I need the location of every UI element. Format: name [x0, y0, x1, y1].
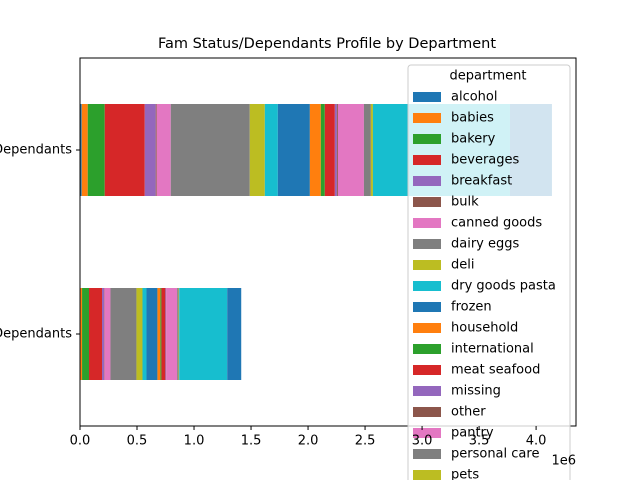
legend-swatch — [413, 260, 441, 270]
legend-label: meat seafood — [451, 363, 540, 378]
bar-segment — [80, 288, 83, 380]
legend-swatch — [413, 323, 441, 333]
y-tick-label: With Dependants — [0, 143, 72, 158]
bar-segment — [165, 288, 166, 380]
legend-label: pantry — [451, 426, 494, 441]
legend-label: household — [451, 321, 518, 336]
x-tick-label: 1.0 — [184, 434, 205, 449]
bar-segment — [334, 104, 337, 196]
bar-segment — [144, 104, 156, 196]
bar-segment — [160, 288, 162, 380]
legend-swatch — [413, 449, 441, 459]
bar-segment — [104, 288, 111, 380]
legend-box — [407, 64, 571, 480]
bar-segment — [227, 288, 242, 380]
y-tick-label: No Dependants — [0, 327, 72, 342]
bar-segment — [161, 288, 166, 380]
x-tick-label: 0.0 — [70, 434, 91, 449]
legend-label: other — [451, 405, 486, 420]
legend: department alcohol babies bakery beverages b… — [407, 64, 571, 480]
legend-label: beverages — [451, 153, 520, 168]
legend-label: breakfast — [451, 174, 512, 189]
legend-swatch — [413, 428, 441, 438]
legend-swatch — [413, 218, 441, 228]
legend-label: babies — [451, 111, 494, 126]
bar-segment — [337, 104, 364, 196]
legend-swatch — [413, 281, 441, 291]
legend-label: bulk — [451, 195, 479, 210]
legend-label: pets — [451, 468, 479, 480]
legend-swatch — [413, 197, 441, 207]
bar-segment — [81, 104, 88, 196]
bar-segment — [87, 104, 105, 196]
bar-segment — [249, 104, 265, 196]
bar-segment — [177, 288, 179, 380]
bar-segment — [336, 104, 338, 196]
legend-swatch — [413, 239, 441, 249]
bar-segment — [155, 104, 157, 196]
legend-label: alcohol — [451, 90, 497, 105]
legend-label: personal care — [451, 447, 539, 462]
bar-segment — [146, 288, 158, 380]
bar-segment — [166, 288, 178, 380]
bar-segment — [264, 104, 278, 196]
x-tick-label: 2.5 — [355, 434, 376, 449]
legend-swatch — [413, 470, 441, 480]
bar-segment — [110, 288, 137, 380]
bar-segment — [80, 104, 82, 196]
bar-segment — [82, 288, 90, 380]
bar-segment — [89, 288, 103, 380]
bar-segment — [324, 104, 335, 196]
legend-swatch — [413, 134, 441, 144]
x-tick-label: 4.0 — [526, 434, 547, 449]
bar-segment — [170, 104, 250, 196]
bar-segment — [102, 288, 105, 380]
x-tick-label: 2.0 — [298, 434, 319, 449]
bar-segment — [309, 104, 321, 196]
legend-title: department — [450, 69, 527, 84]
legend-swatch — [413, 407, 441, 417]
x-tick-label: 1.5 — [241, 434, 262, 449]
x-offset-label: 1e6 — [551, 454, 576, 469]
legend-label: bakery — [451, 132, 496, 147]
bar-segment — [320, 104, 325, 196]
bar-segment — [157, 288, 161, 380]
legend-label: dry goods pasta — [451, 279, 556, 294]
x-tick-label: 3.5 — [469, 434, 490, 449]
bar-segment — [277, 104, 310, 196]
legend-label: canned goods — [451, 216, 542, 231]
bar-segment — [370, 104, 373, 196]
bar-segment — [178, 288, 180, 380]
legend-label: frozen — [451, 300, 492, 315]
bar-segment — [363, 104, 371, 196]
legend-label: deli — [451, 258, 474, 273]
legend-swatch — [413, 365, 441, 375]
legend-swatch — [413, 176, 441, 186]
bar-segment — [142, 288, 147, 380]
bar-segment — [156, 104, 171, 196]
legend-swatch — [413, 344, 441, 354]
x-tick-label: 0.5 — [127, 434, 148, 449]
x-tick-label: 3.0 — [412, 434, 433, 449]
axes-frame — [79, 57, 577, 427]
bar-segment — [104, 104, 145, 196]
legend-swatch — [413, 386, 441, 396]
legend-label: international — [451, 342, 534, 357]
legend-swatch — [413, 113, 441, 123]
chart-title: Fam Status/Dependants Profile by Departm… — [158, 36, 496, 52]
legend-swatch — [413, 92, 441, 102]
bar-segment — [179, 288, 228, 380]
bar-segment — [136, 288, 143, 380]
legend-label: missing — [451, 384, 501, 399]
legend-swatch — [413, 302, 441, 312]
legend-swatch — [413, 155, 441, 165]
legend-label: dairy eggs — [451, 237, 520, 252]
